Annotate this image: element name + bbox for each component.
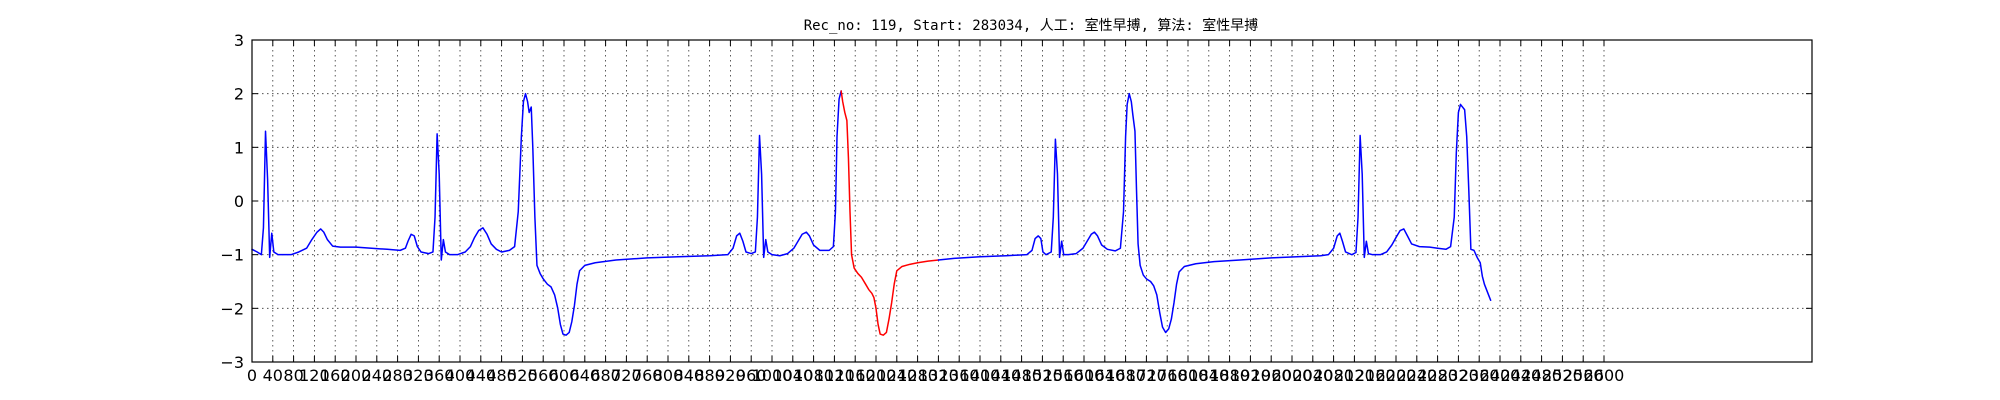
x-tick-label: 0 bbox=[247, 366, 257, 385]
x-tick-label: 40 bbox=[263, 366, 283, 385]
x-tick-label: 2480 bbox=[1521, 366, 1562, 385]
x-tick-label: 960 bbox=[736, 366, 767, 385]
x-tick-label: 1400 bbox=[960, 366, 1001, 385]
x-tick-label: 640 bbox=[570, 366, 601, 385]
x-tick-label: 1280 bbox=[897, 366, 938, 385]
chart-title: Rec_no: 119, Start: 283034, 人工: 室性早搏, 算法… bbox=[804, 17, 1259, 34]
x-tick-label: 2200 bbox=[1376, 366, 1417, 385]
tick-layer: 0 40 8012016020024028032036040044048052056… bbox=[220, 31, 1812, 385]
x-tick-label: 800 bbox=[653, 366, 684, 385]
y-tick-label: 3 bbox=[234, 31, 244, 50]
y-tick-label: −2 bbox=[220, 299, 244, 318]
x-tick-label: 1080 bbox=[793, 366, 834, 385]
y-tick-label: −3 bbox=[220, 353, 244, 372]
x-tick-label: 2120 bbox=[1334, 366, 1375, 385]
x-tick-label: 2320 bbox=[1438, 366, 1479, 385]
x-tick-label: 2280 bbox=[1417, 366, 1458, 385]
x-tick-label: 1240 bbox=[876, 366, 917, 385]
x-tick-label: 1000 bbox=[752, 366, 793, 385]
x-tick-label: 1120 bbox=[814, 366, 855, 385]
x-tick-label: 200 bbox=[341, 366, 372, 385]
x-tick-label: 600 bbox=[549, 366, 580, 385]
x-tick-label: 2440 bbox=[1500, 366, 1541, 385]
x-tick-label: 840 bbox=[674, 366, 705, 385]
x-tick-label: 160 bbox=[320, 366, 351, 385]
x-tick-label: 2600 bbox=[1584, 366, 1625, 385]
x-tick-label: 720 bbox=[611, 366, 642, 385]
x-tick-label: 480 bbox=[486, 366, 517, 385]
x-tick-label: 2160 bbox=[1355, 366, 1396, 385]
x-tick-label: 1760 bbox=[1147, 366, 1188, 385]
ecg-trace-segment-3 bbox=[937, 92, 1492, 334]
x-tick-label: 1040 bbox=[772, 366, 813, 385]
x-tick-label: 1160 bbox=[835, 366, 876, 385]
x-tick-label: 360 bbox=[424, 366, 455, 385]
x-tick-label: 320 bbox=[403, 366, 434, 385]
x-tick-label: 560 bbox=[528, 366, 559, 385]
x-tick-label: 80 bbox=[283, 366, 303, 385]
x-tick-label: 2040 bbox=[1292, 366, 1333, 385]
x-tick-label: 1480 bbox=[1001, 366, 1042, 385]
x-tick-label: 1440 bbox=[980, 366, 1021, 385]
x-tick-label: 1200 bbox=[856, 366, 897, 385]
x-tick-label: 1360 bbox=[939, 366, 980, 385]
x-tick-label: 280 bbox=[382, 366, 413, 385]
x-tick-label: 1840 bbox=[1188, 366, 1229, 385]
x-tick-label: 920 bbox=[715, 366, 746, 385]
x-tick-label: 2240 bbox=[1396, 366, 1437, 385]
y-tick-label: 2 bbox=[234, 85, 244, 104]
x-tick-label: 1680 bbox=[1105, 366, 1146, 385]
x-tick-label: 520 bbox=[507, 366, 538, 385]
x-tick-label: 1640 bbox=[1084, 366, 1125, 385]
x-tick-label: 880 bbox=[694, 366, 725, 385]
y-tick-label: 0 bbox=[234, 192, 244, 211]
x-tick-label: 1920 bbox=[1230, 366, 1271, 385]
x-tick-label: 1720 bbox=[1126, 366, 1167, 385]
x-tick-label: 240 bbox=[362, 366, 393, 385]
x-tick-label: 120 bbox=[299, 366, 330, 385]
x-tick-label: 2000 bbox=[1272, 366, 1313, 385]
x-tick-label: 2400 bbox=[1480, 366, 1521, 385]
x-tick-label: 2360 bbox=[1459, 366, 1500, 385]
ecg-trace-segment-2 bbox=[840, 90, 940, 336]
ecg-trace-segment-1 bbox=[251, 90, 842, 336]
x-tick-label: 1880 bbox=[1209, 366, 1250, 385]
x-tick-label: 2560 bbox=[1563, 366, 1604, 385]
y-tick-label: 1 bbox=[234, 138, 244, 157]
x-tick-label: 1320 bbox=[918, 366, 959, 385]
plot-frame bbox=[251, 39, 1813, 363]
x-tick-label: 760 bbox=[632, 366, 663, 385]
x-tick-label: 400 bbox=[445, 366, 476, 385]
y-tick-label: −1 bbox=[220, 246, 244, 265]
x-tick-label: 440 bbox=[466, 366, 497, 385]
x-tick-label: 1960 bbox=[1251, 366, 1292, 385]
x-tick-label: 680 bbox=[590, 366, 621, 385]
x-tick-label: 1600 bbox=[1064, 366, 1105, 385]
series-layer bbox=[251, 90, 1492, 336]
x-tick-label: 2080 bbox=[1313, 366, 1354, 385]
grid-layer bbox=[252, 40, 1812, 362]
x-tick-label: 1800 bbox=[1168, 366, 1209, 385]
x-tick-label: 1560 bbox=[1043, 366, 1084, 385]
x-tick-label: 1520 bbox=[1022, 366, 1063, 385]
x-tick-label: 2520 bbox=[1542, 366, 1583, 385]
